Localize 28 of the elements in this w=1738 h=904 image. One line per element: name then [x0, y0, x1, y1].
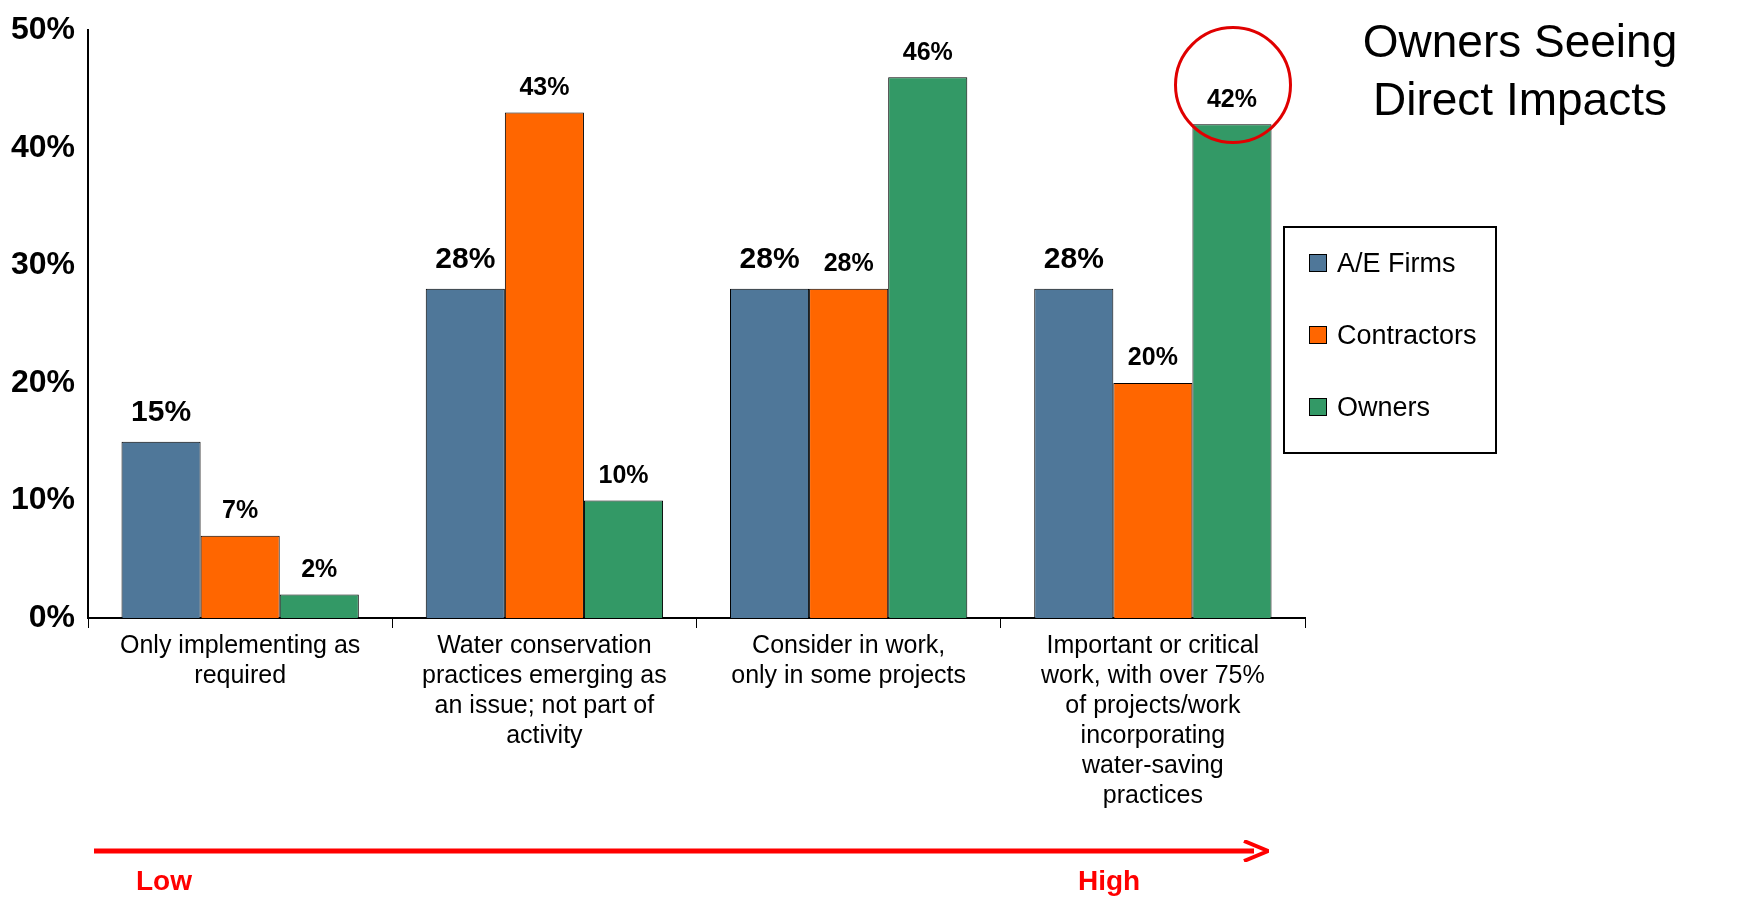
data-label: 2%: [301, 553, 338, 582]
y-tick-label: 30%: [11, 245, 76, 282]
legend-label: A/E Firms: [1337, 247, 1456, 280]
text: Low: [136, 864, 192, 898]
x-tick-label: Water conservation practices emerging as an issue; not part of activity: [422, 629, 667, 748]
y-tick-label: 20%: [11, 362, 76, 399]
data-label: 28%: [823, 248, 874, 277]
legend-label: Contractors: [1337, 319, 1477, 352]
data-label: 28%: [1043, 241, 1104, 275]
x-tick-label: Consider in work, only in some projects: [731, 629, 967, 688]
data-label: 15%: [131, 393, 192, 427]
data-label: 10%: [598, 459, 649, 488]
text: Owners Seeing Direct Impacts: [1361, 14, 1679, 127]
data-label: 20%: [1127, 342, 1178, 371]
data-label: 46%: [902, 36, 953, 65]
data-label: 28%: [435, 241, 496, 275]
y-tick-label: 0%: [28, 597, 76, 634]
y-tick-label: 40%: [11, 127, 76, 164]
data-label: 28%: [739, 241, 800, 275]
data-label: 42%: [1206, 83, 1258, 112]
text: High: [1078, 864, 1141, 898]
data-label: 43%: [519, 71, 570, 100]
y-tick-label: 10%: [11, 480, 76, 517]
y-tick-label: 50%: [11, 10, 76, 47]
x-tick-label: Only implementing as required: [119, 629, 361, 688]
legend-label: Owners: [1337, 391, 1431, 424]
x-tick-label: Important or critical work, with over 75% of projects/work incorporating water-saving practices: [1040, 629, 1265, 808]
data-label: 7%: [222, 495, 259, 524]
